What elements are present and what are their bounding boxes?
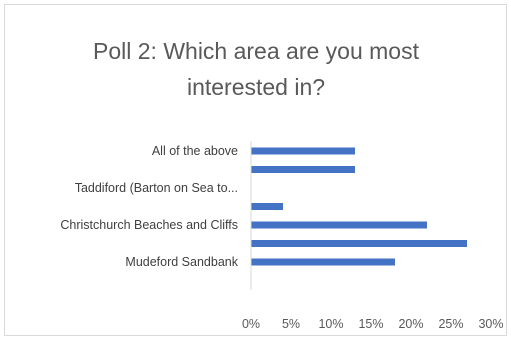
- x-tick-label-2: 10%: [318, 317, 343, 331]
- bar-chart: Poll 2: Which area are you most interest…: [60, 38, 503, 331]
- x-tick-label-6: 30%: [478, 317, 503, 331]
- x-tick-label-3: 15%: [358, 317, 383, 331]
- bar-5: [251, 240, 467, 247]
- x-tick-label-5: 25%: [438, 317, 463, 331]
- x-tick-label-0: 0%: [242, 317, 260, 331]
- category-label-2: Taddiford (Barton on Sea to...: [75, 181, 238, 195]
- category-label-4: Christchurch Beaches and Cliffs: [60, 218, 238, 232]
- bar-4: [251, 221, 427, 229]
- bar-3: [251, 203, 283, 210]
- chart-frame: Poll 2: Which area are you most interest…: [4, 4, 507, 336]
- bar-0: [251, 147, 355, 155]
- chart-title-line-2: interested in?: [187, 74, 325, 100]
- category-label-6: Mudeford Sandbank: [125, 255, 238, 269]
- bar-6: [251, 258, 395, 266]
- category-label-0: All of the above: [152, 144, 238, 158]
- bar-1: [251, 166, 355, 173]
- x-tick-label-4: 20%: [398, 317, 423, 331]
- chart-title-line-1: Poll 2: Which area are you most: [93, 38, 420, 64]
- x-tick-label-1: 5%: [282, 317, 300, 331]
